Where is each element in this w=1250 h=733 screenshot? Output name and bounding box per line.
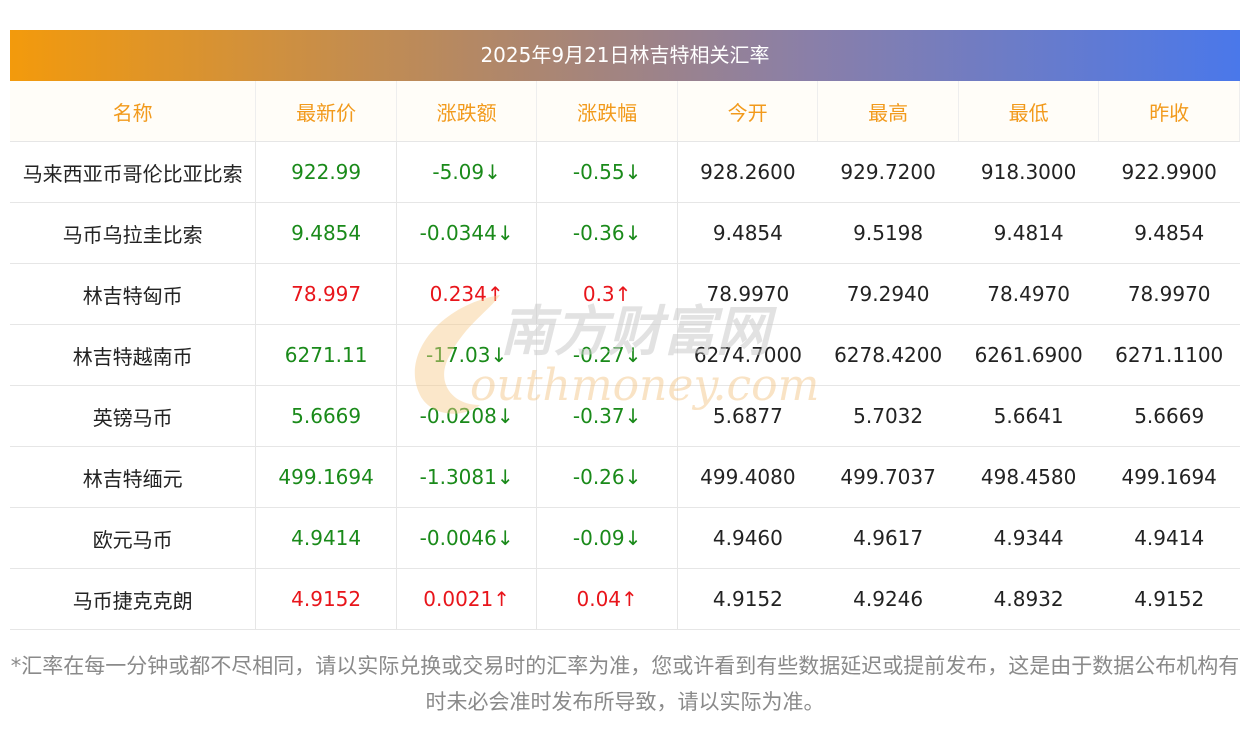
open-price: 4.9460: [677, 507, 818, 569]
open-price: 5.6877: [677, 385, 818, 447]
change-amount: -0.0046↓: [396, 507, 538, 569]
change-percent: -0.27↓: [536, 324, 678, 386]
table-row: 林吉特匈币 78.997 0.234↑ 0.3↑ 78.9970 79.2940 78.49…: [10, 263, 1240, 325]
change-percent: -0.09↓: [536, 507, 678, 569]
change-percent: 0.3↑: [536, 263, 678, 325]
low-price: 498.4580: [958, 446, 1099, 508]
change-percent: -0.26↓: [536, 446, 678, 508]
header-change: 涨跌额: [396, 81, 538, 142]
high-price: 9.5198: [817, 202, 959, 264]
latest-price: 922.99: [255, 141, 397, 203]
change-amount: -0.0344↓: [396, 202, 538, 264]
latest-price: 499.1694: [255, 446, 397, 508]
low-price: 4.8932: [958, 568, 1099, 630]
latest-price: 6271.11: [255, 324, 397, 386]
latest-price: 5.6669: [255, 385, 397, 447]
low-price: 9.4814: [958, 202, 1099, 264]
pair-name: 林吉特越南币: [10, 324, 257, 386]
change-amount: -17.03↓: [396, 324, 538, 386]
change-percent: -0.55↓: [536, 141, 678, 203]
rates-panel: 2025年9月21日林吉特相关汇率 名称 最新价 涨跌额 涨跌幅 今开 最高 最…: [10, 30, 1240, 630]
disclaimer-footnote: *汇率在每一分钟或都不尽相同，请以实际兑换或交易时的汇率为准，您或许看到有些数据…: [10, 654, 1240, 714]
prev-close: 6271.1100: [1098, 324, 1240, 386]
rates-table: 名称 最新价 涨跌额 涨跌幅 今开 最高 最低 昨收 马来西亚币哥伦比亚比索 92…: [10, 81, 1240, 630]
change-amount: -1.3081↓: [396, 446, 538, 508]
table-row: 马币捷克克朗 4.9152 0.0021↑ 0.04↑ 4.9152 4.9246 4.89…: [10, 568, 1240, 630]
open-price: 9.4854: [677, 202, 818, 264]
pair-name: 马来西亚币哥伦比亚比索: [10, 141, 257, 203]
low-price: 6261.6900: [958, 324, 1099, 386]
table-row: 英镑马币 5.6669 -0.0208↓ -0.37↓ 5.6877 5.7032 5.66…: [10, 385, 1240, 447]
prev-close: 499.1694: [1098, 446, 1240, 508]
low-price: 4.9344: [958, 507, 1099, 569]
pair-name: 英镑马币: [10, 385, 257, 447]
change-percent: -0.37↓: [536, 385, 678, 447]
header-row: 名称 最新价 涨跌额 涨跌幅 今开 最高 最低 昨收: [10, 81, 1240, 142]
pair-name: 林吉特缅元: [10, 446, 257, 508]
open-price: 928.2600: [677, 141, 818, 203]
pair-name: 欧元马币: [10, 507, 257, 569]
prev-close: 5.6669: [1098, 385, 1240, 447]
table-row: 林吉特缅元 499.1694 -1.3081↓ -0.26↓ 499.4080 499.7…: [10, 446, 1240, 508]
prev-close: 4.9414: [1098, 507, 1240, 569]
table-row: 马来西亚币哥伦比亚比索 922.99 -5.09↓ -0.55↓ 928.2600 929…: [10, 141, 1240, 203]
header-high: 最高: [817, 81, 959, 142]
latest-price: 4.9414: [255, 507, 397, 569]
table-row: 林吉特越南币 6271.11 -17.03↓ -0.27↓ 6274.7000 6278.…: [10, 324, 1240, 386]
header-change-pct: 涨跌幅: [536, 81, 678, 142]
pair-name: 马币乌拉圭比索: [10, 202, 257, 264]
header-latest: 最新价: [255, 81, 397, 142]
prev-close: 922.9900: [1098, 141, 1240, 203]
latest-price: 9.4854: [255, 202, 397, 264]
change-amount: -0.0208↓: [396, 385, 538, 447]
header-open: 今开: [677, 81, 819, 142]
prev-close: 9.4854: [1098, 202, 1240, 264]
change-percent: 0.04↑: [536, 568, 678, 630]
high-price: 79.2940: [817, 263, 959, 325]
header-prev-close: 昨收: [1098, 81, 1240, 142]
latest-price: 4.9152: [255, 568, 397, 630]
high-price: 6278.4200: [817, 324, 959, 386]
open-price: 4.9152: [677, 568, 818, 630]
latest-price: 78.997: [255, 263, 397, 325]
table-row: 马币乌拉圭比索 9.4854 -0.0344↓ -0.36↓ 9.4854 9.5198 9…: [10, 202, 1240, 264]
change-amount: -5.09↓: [396, 141, 538, 203]
header-name: 名称: [10, 81, 257, 142]
change-amount: 0.234↑: [396, 263, 538, 325]
open-price: 499.4080: [677, 446, 818, 508]
high-price: 5.7032: [817, 385, 959, 447]
low-price: 78.4970: [958, 263, 1099, 325]
prev-close: 78.9970: [1098, 263, 1240, 325]
open-price: 6274.7000: [677, 324, 818, 386]
high-price: 499.7037: [817, 446, 959, 508]
table-title: 2025年9月21日林吉特相关汇率: [10, 30, 1240, 81]
high-price: 929.7200: [817, 141, 959, 203]
table-row: 欧元马币 4.9414 -0.0046↓ -0.09↓ 4.9460 4.9617 4.93…: [10, 507, 1240, 569]
header-low: 最低: [958, 81, 1100, 142]
low-price: 918.3000: [958, 141, 1099, 203]
high-price: 4.9246: [817, 568, 959, 630]
change-percent: -0.36↓: [536, 202, 678, 264]
low-price: 5.6641: [958, 385, 1099, 447]
prev-close: 4.9152: [1098, 568, 1240, 630]
high-price: 4.9617: [817, 507, 959, 569]
pair-name: 马币捷克克朗: [10, 568, 257, 630]
change-amount: 0.0021↑: [396, 568, 538, 630]
open-price: 78.9970: [677, 263, 818, 325]
pair-name: 林吉特匈币: [10, 263, 257, 325]
